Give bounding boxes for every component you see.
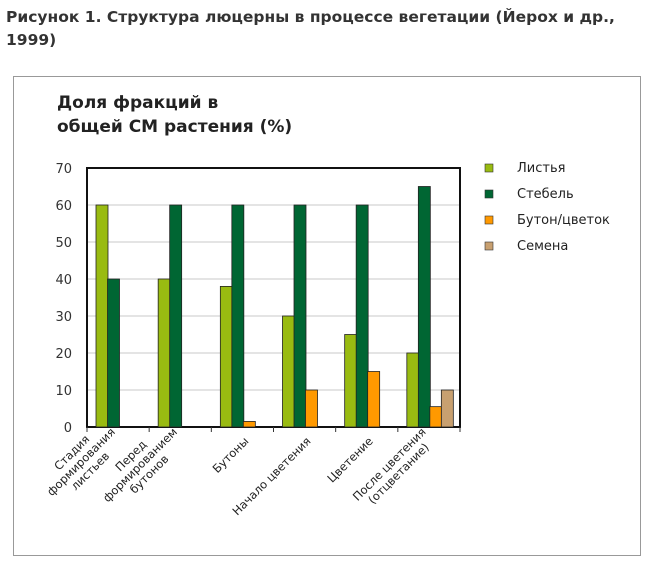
- y-tick-label: 70: [55, 162, 72, 177]
- figure-caption: Рисунок 1. Структура люцерны в процессе …: [6, 8, 615, 49]
- bar-0-5: [406, 352, 420, 428]
- legend-label: Листья: [517, 161, 565, 176]
- chart-title-line: общей СМ растения (%): [57, 117, 292, 137]
- bar-0-4: [344, 334, 358, 428]
- legend-swatch: [484, 241, 494, 251]
- bar-0-0: [95, 204, 109, 428]
- y-tick-label: 40: [55, 273, 72, 288]
- bar-2-2: [242, 421, 256, 428]
- bar-1-4: [355, 204, 369, 428]
- bar-1-2: [231, 204, 245, 428]
- legend-label: Стебель: [517, 187, 574, 202]
- x-label-group: Бутоны: [210, 434, 252, 476]
- bar-1-5: [417, 186, 431, 428]
- legend-swatch: [484, 189, 494, 199]
- chart-frame: [13, 76, 641, 556]
- bar-2-5: [429, 406, 443, 428]
- bar-0-3: [282, 315, 295, 428]
- legend-swatch: [484, 163, 494, 173]
- legend-label: Семена: [517, 239, 568, 254]
- legend-swatch: [484, 215, 494, 225]
- bar-2-4: [367, 371, 381, 428]
- y-tick-label: 10: [55, 384, 72, 399]
- bar-1-0: [107, 278, 120, 428]
- bar-0-2: [219, 285, 233, 428]
- bar-1-1: [169, 204, 183, 428]
- y-tick-label: 60: [55, 199, 72, 214]
- x-tick-label: Бутоны: [210, 434, 252, 476]
- bar-1-3: [293, 204, 307, 428]
- y-tick-label: 0: [64, 421, 72, 436]
- y-tick-label: 20: [55, 347, 72, 362]
- bar-2-3: [305, 389, 318, 428]
- plot-area: [86, 167, 461, 428]
- legend-label: Бутон/цветок: [517, 213, 610, 228]
- chart-title-line: Доля фракций в: [57, 93, 218, 113]
- y-tick-label: 50: [55, 236, 72, 251]
- bar-3-5: [440, 389, 454, 428]
- bar-0-1: [157, 278, 171, 428]
- y-tick-label: 30: [55, 310, 72, 325]
